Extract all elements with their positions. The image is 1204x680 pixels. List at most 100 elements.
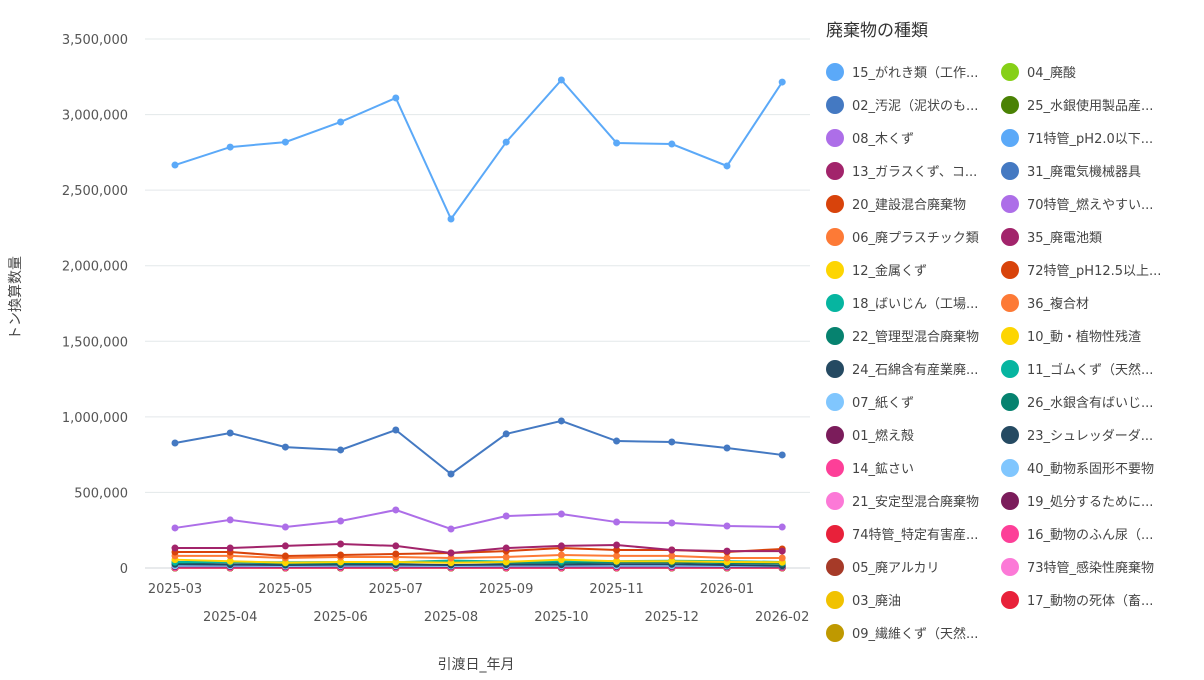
data-point[interactable] [557, 76, 565, 84]
data-point[interactable] [502, 430, 510, 438]
legend-item[interactable]: 13_ガラスくず、コ... [826, 154, 1001, 187]
legend-item[interactable]: 73特管_感染性廃棄物 [1001, 550, 1191, 583]
data-point[interactable] [226, 143, 234, 151]
legend-item[interactable]: 07_紙くず [826, 385, 1001, 418]
series-line[interactable] [171, 540, 786, 557]
legend-item[interactable]: 17_動物の死体（畜... [1001, 583, 1191, 616]
data-point[interactable] [668, 552, 676, 560]
data-point[interactable] [281, 443, 289, 451]
data-point[interactable] [723, 162, 731, 170]
data-point[interactable] [392, 542, 400, 550]
data-point[interactable] [502, 544, 510, 552]
legend-item[interactable]: 01_燃え殻 [826, 418, 1001, 451]
legend-item[interactable]: 72特管_pH12.5以上... [1001, 253, 1191, 286]
data-point[interactable] [778, 78, 786, 86]
data-point[interactable] [778, 554, 786, 562]
data-point[interactable] [613, 541, 621, 549]
data-point[interactable] [281, 138, 289, 146]
data-point[interactable] [392, 558, 400, 566]
legend-item[interactable]: 24_石綿含有産業廃... [826, 352, 1001, 385]
legend-item[interactable]: 14_鉱さい [826, 451, 1001, 484]
data-point[interactable] [337, 118, 345, 126]
legend-item[interactable]: 04_廃酸 [1001, 55, 1191, 88]
data-point[interactable] [337, 558, 345, 566]
data-point[interactable] [668, 546, 676, 554]
legend-item[interactable]: 19_処分するために... [1001, 484, 1191, 517]
data-point[interactable] [392, 426, 400, 434]
data-point[interactable] [723, 444, 731, 452]
legend-item[interactable]: 16_動物のふん尿（... [1001, 517, 1191, 550]
data-point[interactable] [557, 510, 565, 518]
legend-item[interactable]: 20_建設混合廃棄物 [826, 187, 1001, 220]
series-line[interactable] [171, 506, 786, 533]
legend-item[interactable]: 03_廃油 [826, 583, 1001, 616]
data-point[interactable] [668, 557, 676, 565]
legend-item[interactable]: 12_金属くず [826, 253, 1001, 286]
legend-item[interactable]: 71特管_pH2.0以下... [1001, 121, 1191, 154]
legend-item[interactable]: 06_廃プラスチック類 [826, 220, 1001, 253]
data-point[interactable] [502, 558, 510, 566]
data-point[interactable] [613, 546, 621, 554]
data-point[interactable] [226, 429, 234, 437]
data-point[interactable] [226, 516, 234, 524]
data-point[interactable] [392, 506, 400, 514]
legend-item[interactable]: 40_動物系固形不要物 [1001, 451, 1191, 484]
legend-item[interactable]: 36_複合材 [1001, 286, 1191, 319]
data-point[interactable] [613, 437, 621, 445]
legend-item[interactable]: 31_廃電気機械器具 [1001, 154, 1191, 187]
data-point[interactable] [778, 547, 786, 555]
data-point[interactable] [447, 470, 455, 478]
data-point[interactable] [281, 552, 289, 560]
data-point[interactable] [447, 549, 455, 557]
legend-item[interactable]: 23_シュレッダーダ... [1001, 418, 1191, 451]
data-point[interactable] [613, 552, 621, 560]
data-point[interactable] [668, 438, 676, 446]
data-point[interactable] [557, 542, 565, 550]
data-point[interactable] [502, 553, 510, 561]
data-point[interactable] [226, 557, 234, 565]
data-point[interactable] [668, 519, 676, 527]
data-point[interactable] [171, 161, 179, 169]
data-point[interactable] [392, 94, 400, 102]
data-point[interactable] [281, 523, 289, 531]
data-point[interactable] [613, 139, 621, 147]
data-point[interactable] [171, 524, 179, 532]
legend-item[interactable]: 35_廃電池類 [1001, 220, 1191, 253]
data-point[interactable] [613, 557, 621, 565]
data-point[interactable] [337, 517, 345, 525]
legend-item[interactable]: 10_動・植物性残渣 [1001, 319, 1191, 352]
series-line[interactable] [171, 76, 786, 223]
legend-item[interactable]: 25_水銀使用製品産... [1001, 88, 1191, 121]
data-point[interactable] [337, 446, 345, 454]
data-point[interactable] [613, 518, 621, 526]
data-point[interactable] [778, 523, 786, 531]
data-point[interactable] [723, 547, 731, 555]
data-point[interactable] [447, 554, 455, 562]
data-point[interactable] [281, 542, 289, 550]
series-line[interactable] [171, 417, 786, 478]
data-point[interactable] [723, 522, 731, 530]
data-point[interactable] [392, 550, 400, 558]
data-point[interactable] [337, 540, 345, 548]
data-point[interactable] [557, 417, 565, 425]
legend-item[interactable]: 08_木くず [826, 121, 1001, 154]
data-point[interactable] [171, 439, 179, 447]
legend-item[interactable]: 05_廃アルカリ [826, 550, 1001, 583]
data-point[interactable] [447, 215, 455, 223]
legend-item[interactable]: 22_管理型混合廃棄物 [826, 319, 1001, 352]
data-point[interactable] [337, 551, 345, 559]
legend-item[interactable]: 18_ばいじん（工場... [826, 286, 1001, 319]
data-point[interactable] [668, 140, 676, 148]
legend-item[interactable]: 11_ゴムくず（天然... [1001, 352, 1191, 385]
data-point[interactable] [557, 551, 565, 559]
data-point[interactable] [502, 138, 510, 146]
data-point[interactable] [447, 525, 455, 533]
data-point[interactable] [171, 544, 179, 552]
data-point[interactable] [723, 554, 731, 562]
legend-item[interactable]: 02_汚泥（泥状のも... [826, 88, 1001, 121]
data-point[interactable] [226, 544, 234, 552]
legend-item[interactable]: 70特管_燃えやすい... [1001, 187, 1191, 220]
legend-item[interactable]: 26_水銀含有ばいじ... [1001, 385, 1191, 418]
legend-item[interactable]: 21_安定型混合廃棄物 [826, 484, 1001, 517]
legend-item[interactable]: 09_繊維くず（天然... [826, 616, 1001, 649]
